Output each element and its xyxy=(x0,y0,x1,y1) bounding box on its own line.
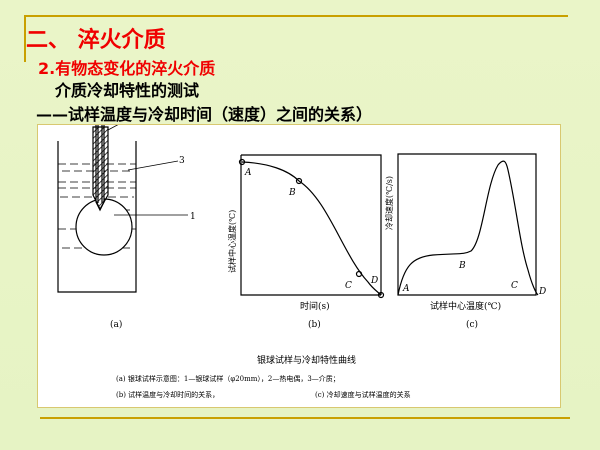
chart-b xyxy=(238,154,385,299)
label-3: 3 xyxy=(179,156,185,166)
topic-line: 介质冷却特性的测试 xyxy=(55,81,200,100)
panel-b-label: (b) xyxy=(308,319,321,330)
caption-a: (a) 银球试样示意图：1—银球试样（φ20mm），2—热电偶，3—介质； xyxy=(116,374,340,383)
point-a-c: A xyxy=(402,284,410,294)
figure-svg: 2 3 1 (a) A B C D 时间(s) 试样中心温度(℃) (b) A … xyxy=(57,104,546,399)
point-c-b: C xyxy=(345,281,352,291)
temperature-curve xyxy=(241,161,382,296)
label-1: 1 xyxy=(190,212,196,222)
chart-c xyxy=(397,153,539,296)
subtopic-line: ——试样温度与冷却时间（速度）之间的关系） xyxy=(36,105,373,124)
point-b-b: B xyxy=(288,188,296,198)
point-c-c: C xyxy=(511,281,518,291)
panel-c-label: (c) xyxy=(466,319,478,330)
figure-title: 银球试样与冷却特性曲线 xyxy=(257,354,356,366)
chart-c-xlabel: 试样中心温度(℃) xyxy=(430,300,501,312)
chart-c-ylabel: 冷却速度(℃/s) xyxy=(384,176,394,230)
point-d-b: D xyxy=(370,276,378,286)
point-b-c: B xyxy=(458,261,466,271)
panel-a-label: (a) xyxy=(110,319,122,330)
slide-heading: 二、 淬火介质 xyxy=(26,28,166,53)
beaker-diagram xyxy=(57,114,188,293)
chart-b-ylabel: 试样中心温度(℃) xyxy=(227,210,237,273)
caption-c: (c) 冷却速度与试样温度的关系 xyxy=(315,390,411,399)
cooling-rate-curve xyxy=(397,160,539,296)
left-rule xyxy=(24,15,26,62)
point-a-b: A xyxy=(244,168,252,178)
caption-b: (b) 试样温度与冷却时间的关系， xyxy=(116,390,219,399)
point-d-c: D xyxy=(538,287,546,297)
slide-subheading: 2.有物态变化的淬火介质 xyxy=(38,59,216,78)
chart-b-xlabel: 时间(s) xyxy=(300,300,330,312)
top-rule xyxy=(24,15,568,17)
bottom-rule xyxy=(40,417,570,419)
figure-image: 2 3 1 (a) A B C D 时间(s) 试样中心温度(℃) (b) A … xyxy=(37,104,561,408)
